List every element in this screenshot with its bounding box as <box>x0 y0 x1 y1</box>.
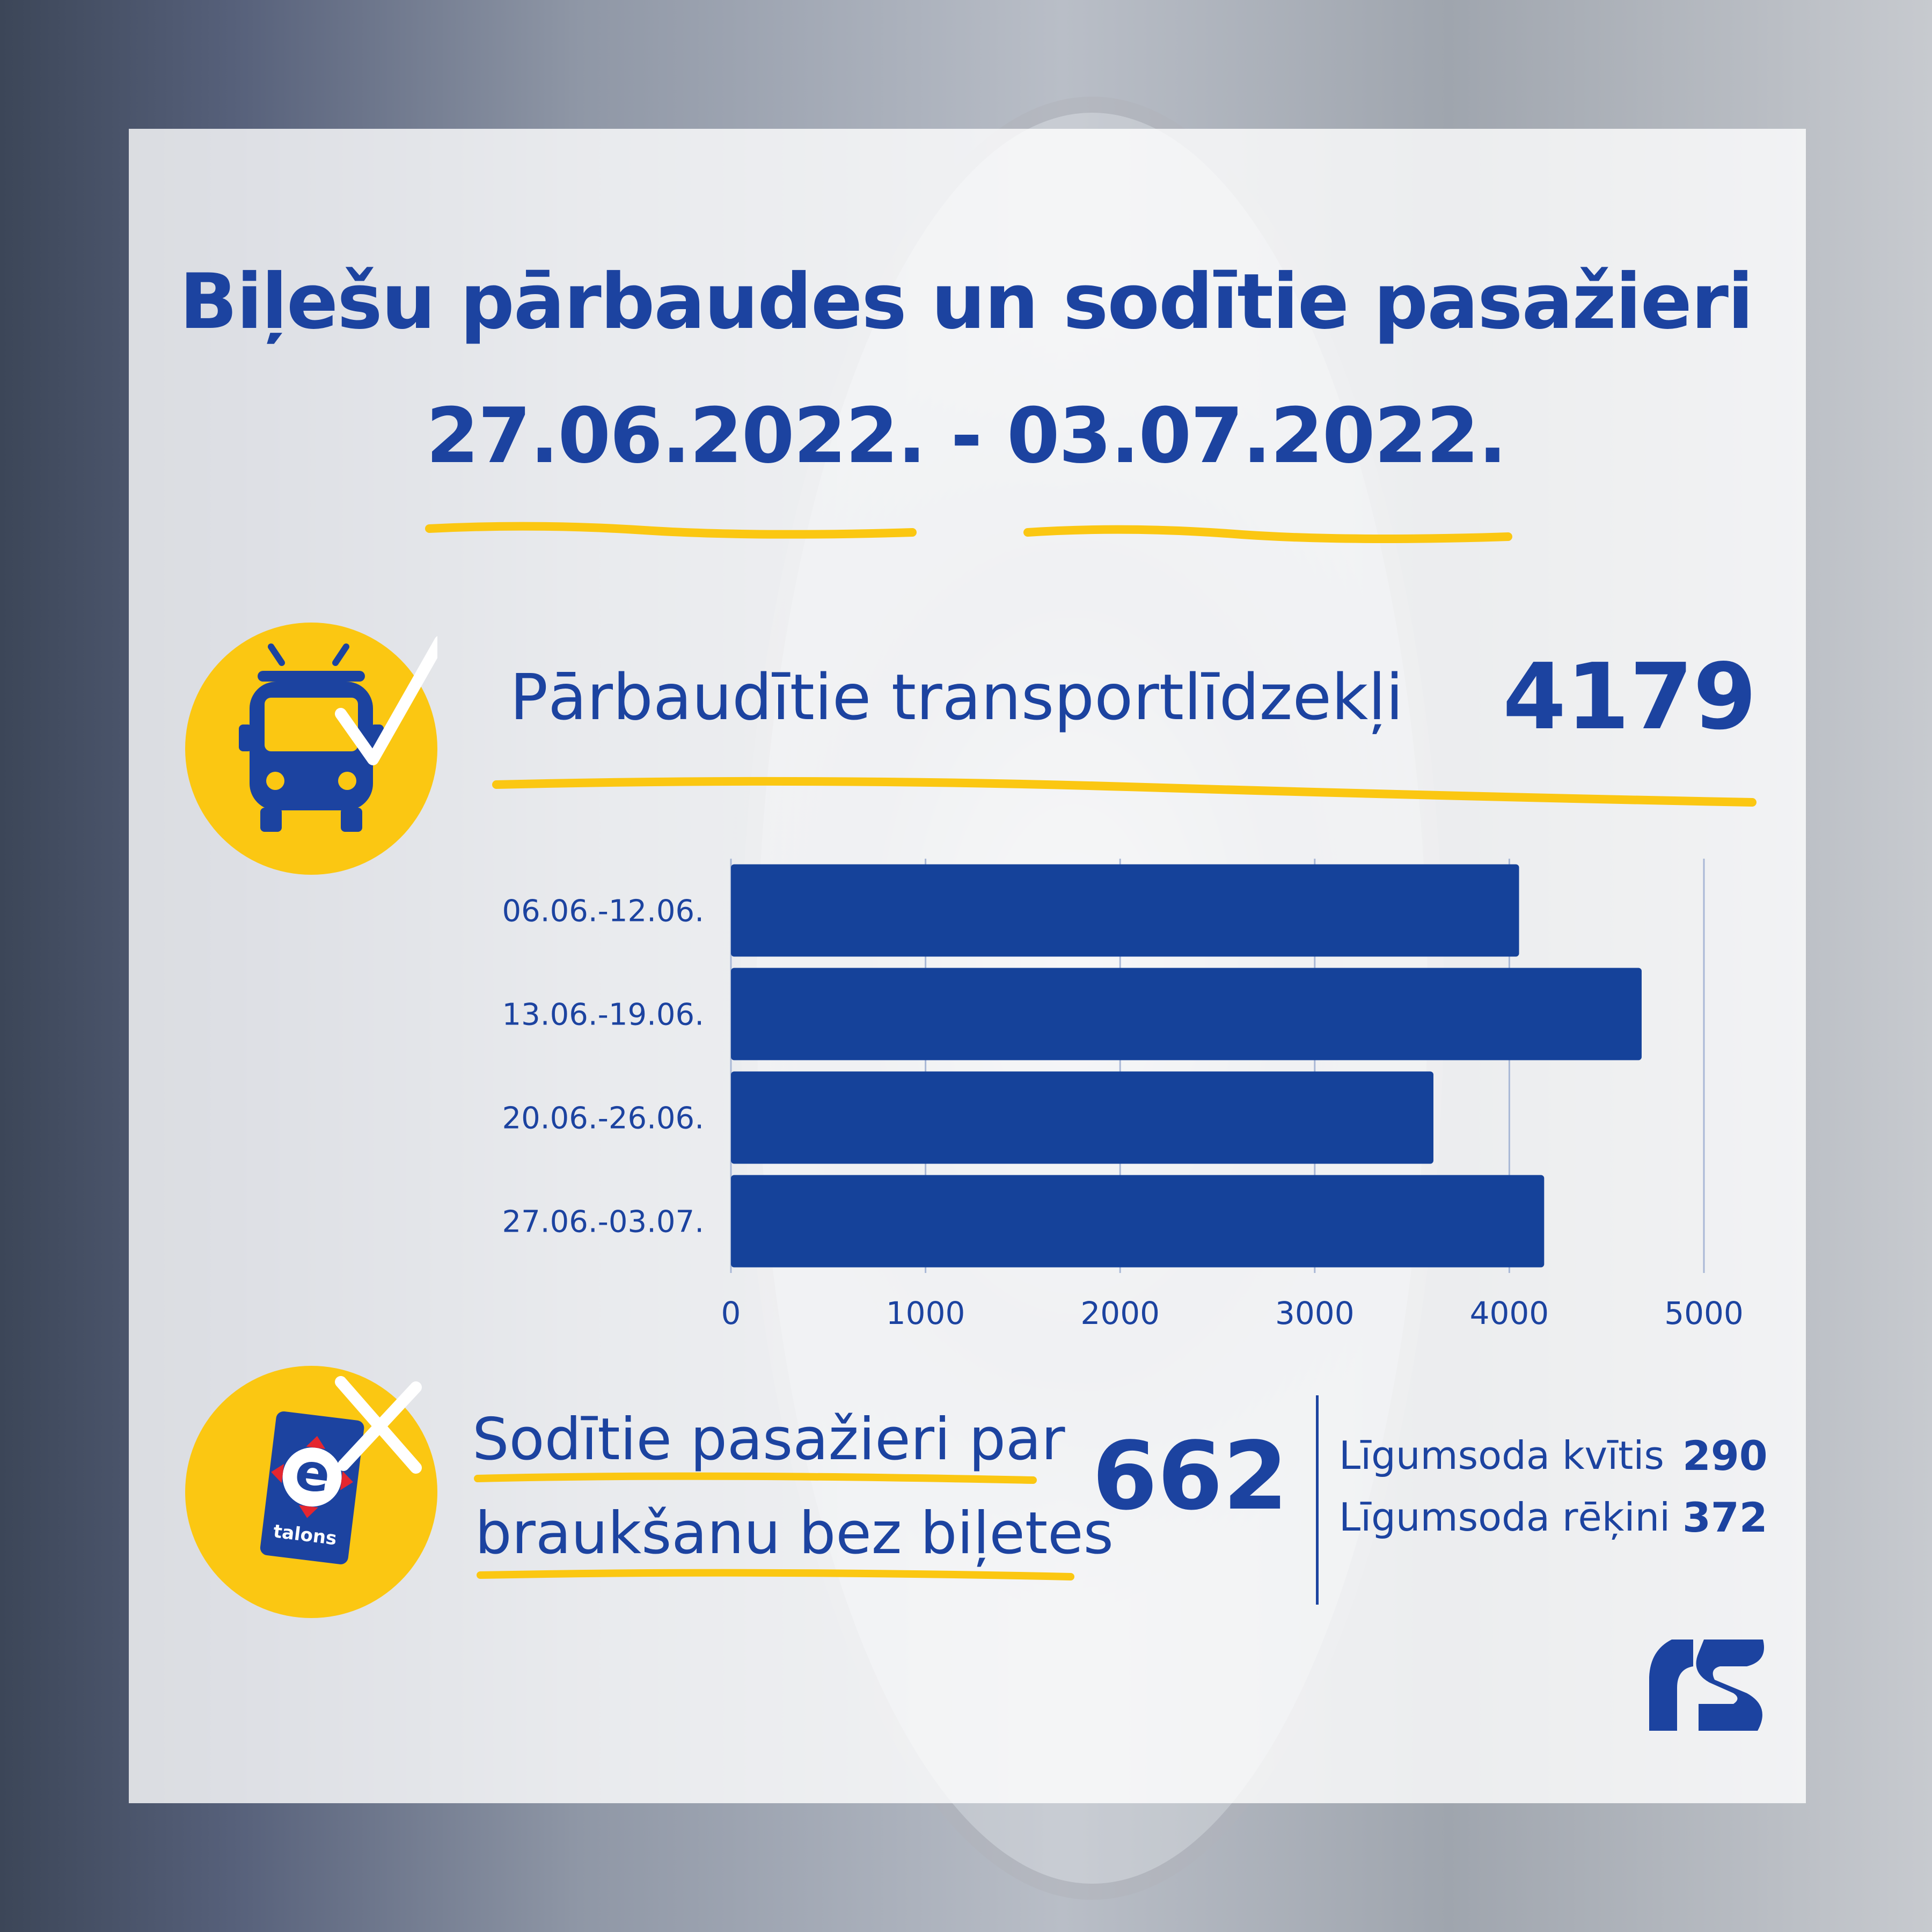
breakdown-label-receipts: Līgumsoda kvītis <box>1339 1433 1664 1478</box>
x-tick-label: 0 <box>721 1295 741 1331</box>
breakdown-label-invoices: Līgumsoda rēķini <box>1339 1495 1671 1540</box>
page-title: Biļešu pārbaudes un sodītie pasažieri <box>179 258 1753 346</box>
checked-vehicles-label: Pārbaudītie transportlīdzekļi <box>510 660 1403 734</box>
vehicles-icon-badge <box>185 623 446 875</box>
passengers-icon-badge: e talons <box>185 1366 437 1618</box>
fined-passengers-label-2: braukšanu bez biļetes <box>475 1500 1114 1567</box>
breakdown-divider <box>1316 1395 1319 1605</box>
trolleybus-check-icon <box>239 635 446 832</box>
checked-vehicles-value: 4179 <box>1503 644 1757 750</box>
svg-text:e: e <box>292 1442 333 1505</box>
x-tick-label: 3000 <box>1275 1295 1355 1331</box>
bar <box>731 864 1519 957</box>
title-underline-left <box>425 522 917 539</box>
fined-passengers-value: 662 <box>1092 1422 1289 1531</box>
bar <box>731 1071 1433 1164</box>
date-range: 27.06.2022. - 03.07.2022. <box>426 392 1507 480</box>
title-underline-right <box>1023 525 1512 543</box>
rigas-satiksme-logo <box>1649 1640 1764 1731</box>
bar <box>731 968 1642 1060</box>
bar <box>731 1175 1545 1268</box>
category-label: 27.06.-03.07. <box>502 1205 704 1240</box>
passengers-underline-1 <box>474 1472 1037 1484</box>
category-label: 13.06.-19.06. <box>502 998 704 1033</box>
x-tick-label: 2000 <box>1080 1295 1160 1331</box>
breakdown-value-invoices: 372 <box>1682 1494 1768 1541</box>
passengers-underline-2 <box>477 1569 1074 1580</box>
x-tick-label: 1000 <box>886 1295 965 1331</box>
vehicles-underline <box>492 777 1757 807</box>
category-label: 06.06.-12.06. <box>502 894 704 929</box>
breakdown-value-receipts: 290 <box>1682 1432 1768 1480</box>
fined-passengers-label-1: Sodītie pasažieri par <box>472 1406 1065 1473</box>
x-tick-label: 5000 <box>1664 1295 1744 1331</box>
etalons-card-cross-icon: e talons <box>260 1376 422 1564</box>
category-label: 20.06.-26.06. <box>502 1101 704 1136</box>
x-tick-label: 4000 <box>1470 1295 1549 1331</box>
